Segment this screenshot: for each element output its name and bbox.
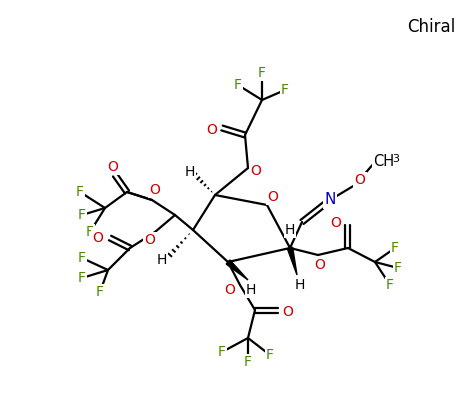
Text: O: O (315, 258, 326, 272)
Text: F: F (234, 78, 242, 92)
Polygon shape (226, 260, 248, 280)
Text: F: F (96, 285, 104, 299)
Text: O: O (251, 164, 262, 178)
Text: O: O (355, 173, 365, 187)
Polygon shape (287, 247, 297, 275)
Text: H: H (157, 253, 167, 267)
Text: O: O (92, 231, 103, 245)
Text: F: F (78, 208, 86, 222)
Text: F: F (391, 241, 399, 255)
Text: O: O (267, 190, 278, 204)
Text: N: N (324, 192, 336, 207)
Text: F: F (78, 271, 86, 285)
Text: O: O (207, 123, 218, 137)
Text: O: O (283, 305, 293, 319)
Text: F: F (258, 66, 266, 80)
Text: Chiral: Chiral (407, 18, 455, 36)
Text: F: F (281, 83, 289, 97)
Text: CH: CH (373, 154, 394, 170)
Text: H: H (285, 223, 295, 237)
Text: F: F (244, 355, 252, 369)
Text: 3: 3 (392, 154, 399, 164)
Text: F: F (394, 261, 402, 275)
Text: O: O (108, 160, 118, 174)
Text: O: O (150, 183, 160, 197)
Text: F: F (266, 348, 274, 362)
Text: H: H (246, 283, 256, 297)
Text: F: F (218, 345, 226, 359)
Text: O: O (145, 233, 155, 247)
Text: H: H (185, 165, 195, 179)
Text: F: F (386, 278, 394, 292)
Text: O: O (225, 283, 236, 297)
Text: O: O (330, 216, 341, 230)
Text: F: F (86, 225, 94, 239)
Text: F: F (78, 251, 86, 265)
Text: H: H (295, 278, 305, 292)
Text: F: F (76, 185, 84, 199)
